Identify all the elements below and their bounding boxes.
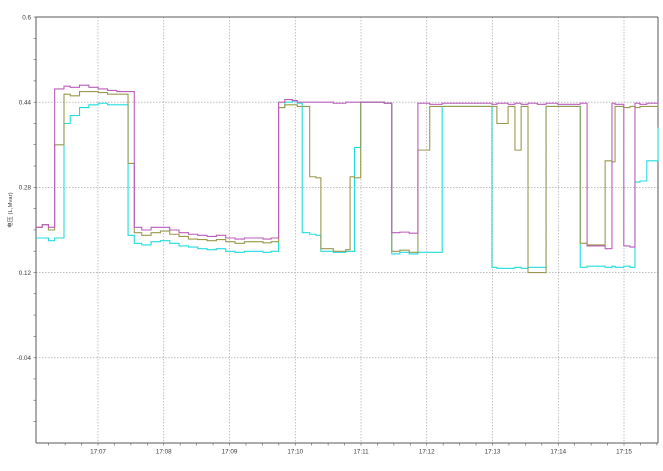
svg-text:17:14: 17:14 xyxy=(550,449,566,456)
svg-text:0.6: 0.6 xyxy=(22,14,31,21)
svg-text:0.12: 0.12 xyxy=(19,270,32,277)
svg-text:0.28: 0.28 xyxy=(19,185,32,192)
svg-text:-0.04: -0.04 xyxy=(17,355,32,362)
svg-text:17:11: 17:11 xyxy=(353,449,369,456)
svg-text:17:09: 17:09 xyxy=(222,449,238,456)
svg-text:17:12: 17:12 xyxy=(419,449,435,456)
svg-text:17:10: 17:10 xyxy=(287,449,303,456)
svg-text:17:07: 17:07 xyxy=(90,449,106,456)
svg-text:17:08: 17:08 xyxy=(156,449,172,456)
svg-text:0.44: 0.44 xyxy=(19,100,32,107)
svg-text:17:13: 17:13 xyxy=(485,449,501,456)
svg-text:17:15: 17:15 xyxy=(616,449,632,456)
